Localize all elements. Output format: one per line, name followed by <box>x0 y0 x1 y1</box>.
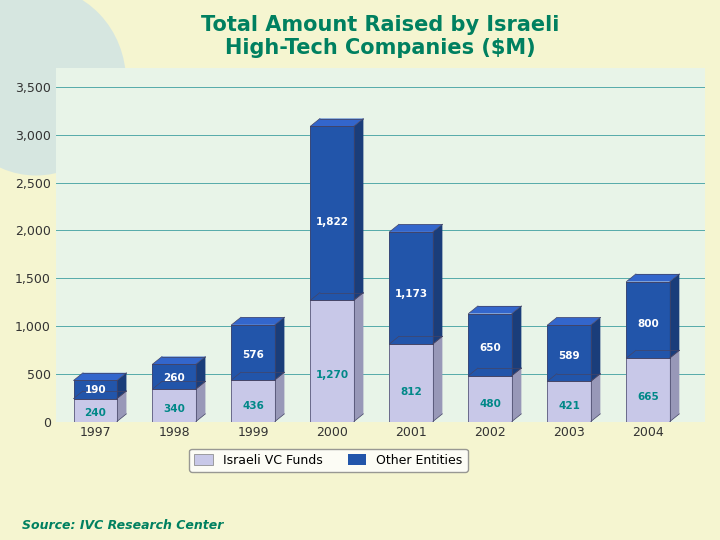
Polygon shape <box>547 325 591 381</box>
Polygon shape <box>390 344 433 422</box>
Polygon shape <box>310 118 364 126</box>
Text: 260: 260 <box>163 373 185 383</box>
Polygon shape <box>591 374 600 422</box>
Text: 576: 576 <box>242 350 264 360</box>
Polygon shape <box>626 350 680 358</box>
Text: 436: 436 <box>242 401 264 411</box>
Polygon shape <box>433 224 442 344</box>
Text: 480: 480 <box>480 399 501 409</box>
Polygon shape <box>390 336 442 344</box>
Polygon shape <box>275 317 284 380</box>
Polygon shape <box>670 350 680 422</box>
Polygon shape <box>231 325 275 380</box>
Text: 589: 589 <box>558 351 580 361</box>
Text: Source: IVC Research Center: Source: IVC Research Center <box>22 519 223 532</box>
Polygon shape <box>547 374 600 381</box>
Polygon shape <box>547 318 600 325</box>
Polygon shape <box>231 380 275 422</box>
Polygon shape <box>512 306 521 376</box>
Polygon shape <box>153 356 205 364</box>
Legend: Israeli VC Funds, Other Entities: Israeli VC Funds, Other Entities <box>189 449 468 472</box>
Polygon shape <box>117 391 127 422</box>
Polygon shape <box>354 293 364 422</box>
Text: 240: 240 <box>84 408 106 418</box>
Polygon shape <box>591 318 600 381</box>
Polygon shape <box>469 306 521 314</box>
Polygon shape <box>512 368 521 422</box>
Polygon shape <box>73 381 117 399</box>
Polygon shape <box>310 300 354 422</box>
Polygon shape <box>626 281 670 358</box>
Text: 1,270: 1,270 <box>315 370 348 380</box>
Polygon shape <box>231 372 284 380</box>
Text: 665: 665 <box>637 393 659 402</box>
Text: 1,173: 1,173 <box>395 288 428 299</box>
Polygon shape <box>275 372 284 422</box>
Polygon shape <box>73 399 117 422</box>
Polygon shape <box>231 317 284 325</box>
Text: 190: 190 <box>84 386 106 395</box>
Polygon shape <box>196 381 205 422</box>
Polygon shape <box>390 232 433 344</box>
Polygon shape <box>469 368 521 376</box>
Title: Total Amount Raised by Israeli
High-Tech Companies ($M): Total Amount Raised by Israeli High-Tech… <box>201 15 559 58</box>
Polygon shape <box>153 364 196 389</box>
Polygon shape <box>547 381 591 422</box>
Polygon shape <box>310 126 354 300</box>
Text: 650: 650 <box>480 343 501 353</box>
Polygon shape <box>73 391 127 399</box>
Polygon shape <box>354 118 364 300</box>
Polygon shape <box>310 293 364 300</box>
Text: 812: 812 <box>400 387 422 397</box>
Polygon shape <box>469 376 512 422</box>
Text: 1,822: 1,822 <box>315 217 348 227</box>
Text: 340: 340 <box>163 404 185 414</box>
Polygon shape <box>670 274 680 358</box>
Polygon shape <box>117 373 127 399</box>
Polygon shape <box>73 373 127 381</box>
Polygon shape <box>469 314 512 376</box>
Polygon shape <box>196 356 205 389</box>
Polygon shape <box>626 274 680 281</box>
Polygon shape <box>433 336 442 422</box>
Text: 421: 421 <box>558 401 580 411</box>
Polygon shape <box>626 358 670 422</box>
Text: 800: 800 <box>637 319 659 329</box>
Polygon shape <box>153 389 196 422</box>
Polygon shape <box>153 381 205 389</box>
Polygon shape <box>390 224 442 232</box>
